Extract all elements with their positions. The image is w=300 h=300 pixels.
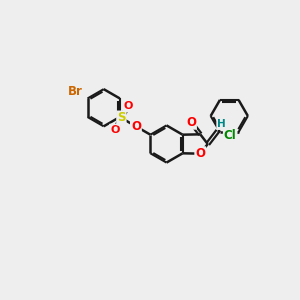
- Text: O: O: [195, 147, 205, 160]
- Text: Br: Br: [68, 85, 83, 98]
- Text: O: O: [123, 101, 133, 111]
- Text: S: S: [117, 112, 126, 124]
- Text: H: H: [217, 119, 226, 129]
- Text: Cl: Cl: [224, 129, 237, 142]
- Text: O: O: [110, 124, 119, 135]
- Text: O: O: [131, 120, 141, 133]
- Text: O: O: [186, 116, 196, 129]
